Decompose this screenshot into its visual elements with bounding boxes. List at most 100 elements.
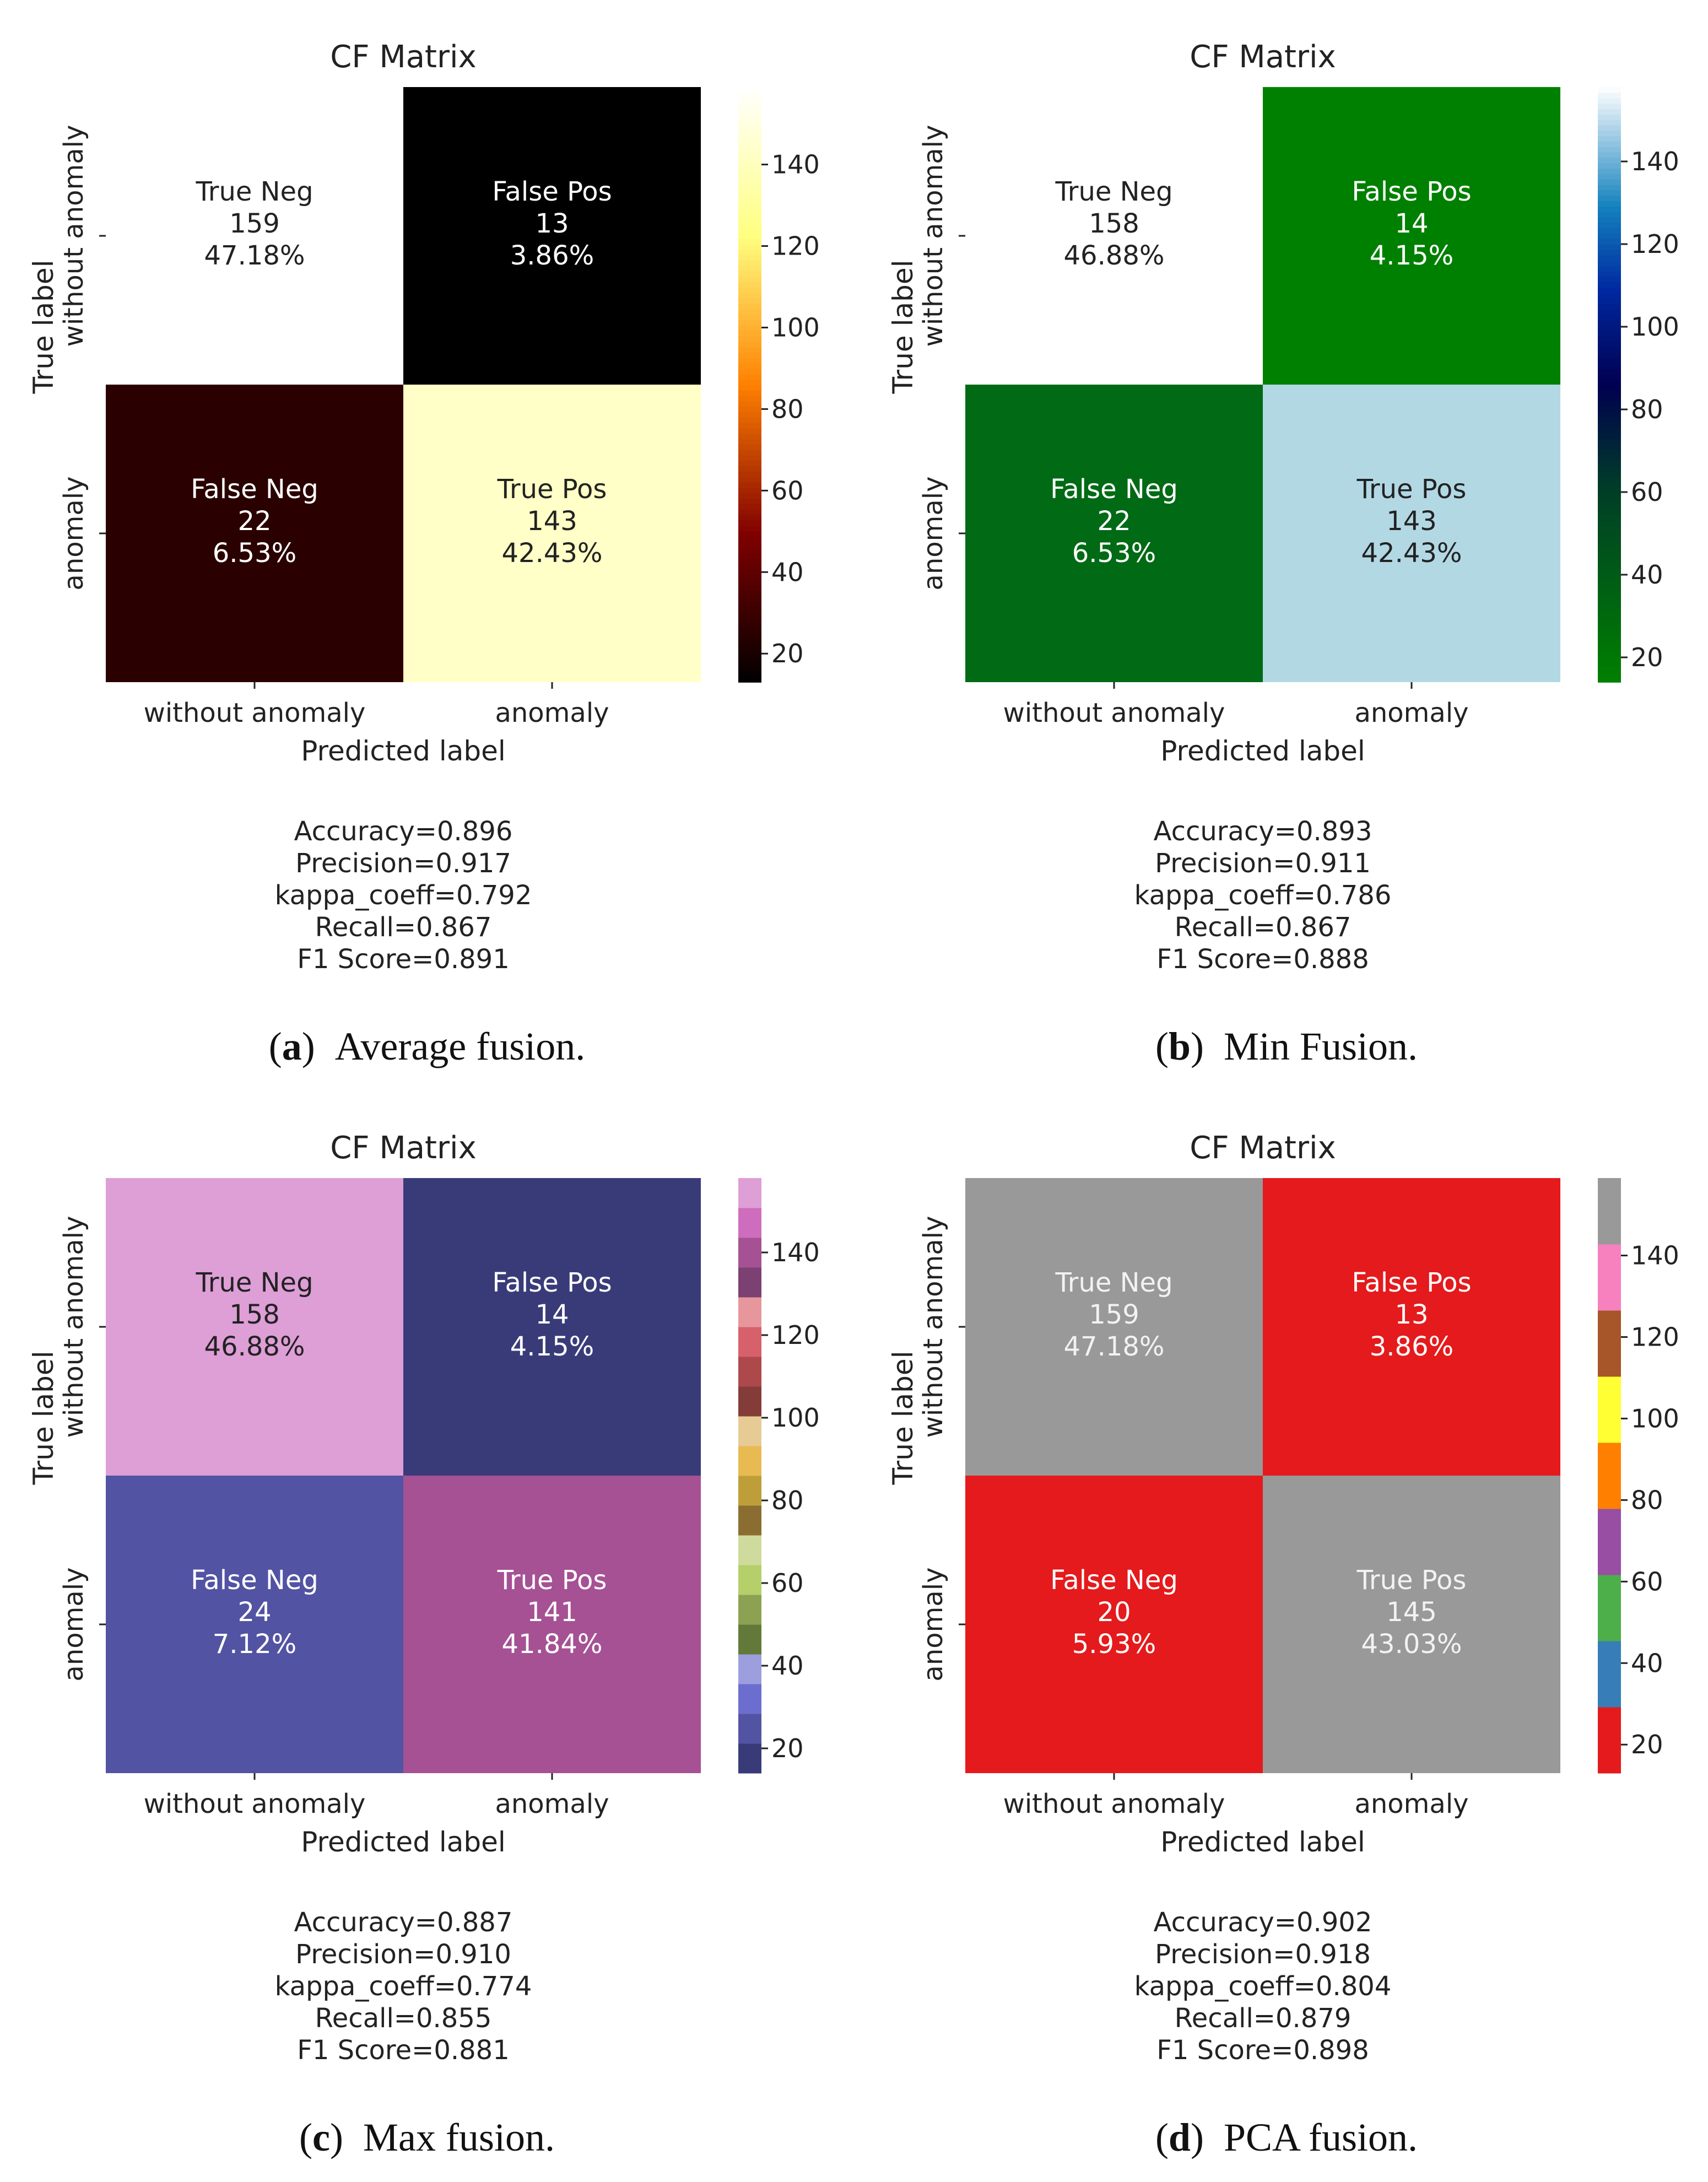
colorbar-segment <box>738 336 761 342</box>
colorbar-segment <box>738 509 761 515</box>
colorbar-segment <box>738 579 761 586</box>
colorbar-segment <box>1598 650 1621 656</box>
colorbar-segment <box>1598 531 1621 537</box>
metric-line: Accuracy=0.893 <box>1154 816 1372 847</box>
colorbar-segment <box>1598 633 1621 640</box>
colorbar-segment <box>738 595 761 602</box>
colorbar-segment <box>1598 482 1621 488</box>
colorbar-segment <box>738 617 761 623</box>
colorbar-segment <box>738 476 761 483</box>
cell-count: 14 <box>535 1299 569 1330</box>
colorbar-segment <box>738 347 761 353</box>
colorbar-tick-label: 40 <box>1631 560 1663 590</box>
colorbar-segment <box>1598 585 1621 591</box>
colorbar-segment <box>1598 493 1621 499</box>
colorbar-segment <box>1598 190 1621 196</box>
colorbar-segment <box>1598 341 1621 348</box>
colorbar-segment <box>738 552 761 558</box>
colorbar-segment <box>738 417 761 423</box>
y-tick-label: anomaly <box>918 1567 949 1681</box>
colorbar-segment <box>1598 590 1621 596</box>
colorbar-segment <box>738 179 761 185</box>
caption-text: Min Fusion. <box>1223 1024 1418 1068</box>
metric-line: Recall=0.879 <box>1175 2003 1352 2034</box>
colorbar-segment <box>738 1178 761 1208</box>
colorbar-segment <box>1598 639 1621 645</box>
cell-percent: 46.88% <box>204 1331 305 1362</box>
x-tick-label: anomaly <box>495 698 609 728</box>
heatmap-cell <box>403 87 701 385</box>
colorbar-segment <box>1598 601 1621 607</box>
colorbar-segment <box>738 1267 761 1298</box>
colorbar-segment <box>1598 644 1621 650</box>
colorbar-segment <box>1598 433 1621 439</box>
colorbar-segment <box>1598 320 1621 326</box>
colorbar-segment <box>738 1297 761 1327</box>
colorbar-segment <box>1598 385 1621 391</box>
colorbar-segment <box>738 98 761 104</box>
colorbar-segment <box>1598 293 1621 299</box>
colorbar-segment <box>738 1446 761 1476</box>
colorbar-segment <box>1598 238 1621 245</box>
colorbar-segment <box>738 563 761 569</box>
colorbar-segment <box>738 233 761 239</box>
colorbar-segment <box>738 217 761 223</box>
colorbar-segment <box>738 536 761 542</box>
colorbar-segment <box>1598 347 1621 353</box>
colorbar-segment <box>738 487 761 494</box>
cell-count: 24 <box>237 1597 271 1628</box>
colorbar-segment <box>1598 1575 1621 1641</box>
colorbar-segment <box>1598 201 1621 207</box>
colorbar-segment <box>1598 314 1621 320</box>
metric-line: kappa_coeff=0.786 <box>1134 880 1392 911</box>
colorbar-segment <box>738 244 761 250</box>
y-tick-label: anomaly <box>58 476 89 590</box>
colorbar-segment <box>1598 157 1621 164</box>
colorbar-segment <box>738 590 761 596</box>
colorbar-segment <box>738 190 761 196</box>
colorbar-segment <box>1598 255 1621 261</box>
colorbar-tick-label: 20 <box>1631 1730 1663 1759</box>
colorbar-segment <box>1598 352 1621 358</box>
subfigure-caption: (a) Average fusion. <box>0 1024 854 1070</box>
colorbar-segment <box>1598 509 1621 515</box>
y-axis-label: True label <box>28 1351 60 1485</box>
colorbar-segment <box>738 109 761 115</box>
cell-label: False Neg <box>191 1565 318 1596</box>
colorbar-segment <box>1598 141 1621 147</box>
colorbar-segment <box>738 174 761 180</box>
colorbar-segment <box>1598 655 1621 661</box>
colorbar-segment <box>738 498 761 504</box>
metric-line: Recall=0.867 <box>315 912 492 943</box>
colorbar-segment <box>738 401 761 407</box>
colorbar-segment <box>1598 504 1621 510</box>
metric-line: Recall=0.867 <box>1175 912 1352 943</box>
colorbar-segment <box>738 455 761 461</box>
colorbar-segment <box>738 287 761 293</box>
colorbar-segment <box>738 558 761 564</box>
colorbar-tick-label: 80 <box>771 394 804 424</box>
colorbar-segment <box>738 601 761 607</box>
colorbar-segment <box>1598 541 1621 548</box>
colorbar-segment <box>738 103 761 110</box>
colorbar-segment <box>738 1416 761 1446</box>
x-tick-label: without anomaly <box>1003 1789 1225 1819</box>
colorbar-segment <box>1598 103 1621 110</box>
colorbar-segment <box>1598 563 1621 569</box>
colorbar-segment <box>1598 606 1621 613</box>
colorbar-segment <box>1598 179 1621 185</box>
colorbar-segment <box>738 504 761 510</box>
colorbar-segment <box>1598 368 1621 375</box>
colorbar-segment <box>738 1327 761 1357</box>
colorbar-segment <box>1598 476 1621 483</box>
metric-line: F1 Score=0.891 <box>297 944 509 975</box>
colorbar-segment <box>738 422 761 429</box>
confusion-matrix-panel: CF Matrix True Neg 158 46.88% False Pos 14 4.1… <box>860 0 1708 1091</box>
x-axis-label: Predicted label <box>1160 1826 1365 1858</box>
colorbar-segment <box>1598 536 1621 542</box>
colorbar-segment <box>738 666 761 672</box>
colorbar-segment <box>1598 303 1621 310</box>
cell-percent: 47.18% <box>1063 1331 1164 1362</box>
colorbar-segment <box>1598 244 1621 250</box>
cell-count: 22 <box>1097 506 1131 537</box>
